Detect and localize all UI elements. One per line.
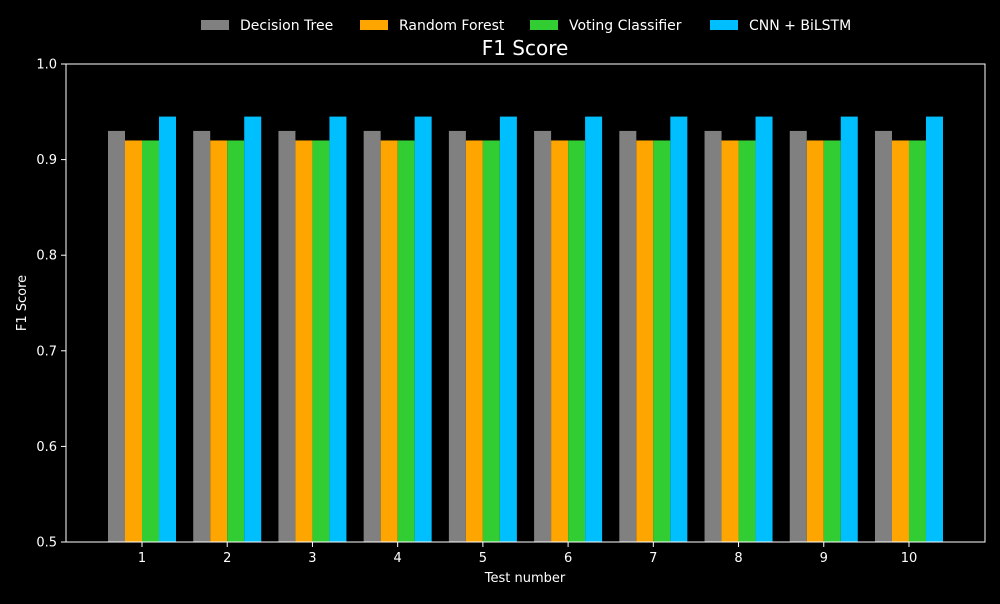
legend-swatch (201, 20, 229, 30)
bar-voting-classifier-test-5 (482, 140, 500, 543)
legend-item-random-forest: Random Forest (360, 18, 505, 34)
y-axis-label: F1 Score (15, 275, 30, 331)
legend-item-voting-classifier: Voting Classifier (530, 18, 682, 34)
y-tick-label: 0.7 (36, 344, 57, 359)
legend-item-cnn-bilstm: CNN + BiLSTM (710, 18, 851, 34)
x-tick-label: 1 (138, 551, 146, 566)
y-tick-label: 1.0 (36, 58, 57, 73)
x-axis-label: Test number (484, 571, 566, 586)
bar-random-forest-test-1 (125, 140, 142, 543)
legend-swatch (360, 20, 388, 30)
y-tick-label: 0.5 (36, 536, 57, 551)
x-tick-label: 8 (734, 551, 742, 566)
bar-random-forest-test-6 (551, 140, 569, 543)
x-tick-label: 9 (820, 551, 828, 566)
bar-random-forest-test-9 (806, 140, 824, 543)
bar-voting-classifier-test-7 (653, 140, 671, 543)
bar-voting-classifier-test-8 (738, 140, 756, 543)
bar-decision-tree-test-1 (108, 130, 125, 543)
bar-voting-classifier-test-9 (823, 140, 841, 543)
bar-voting-classifier-test-6 (568, 140, 586, 543)
bar-decision-tree-test-3 (278, 130, 296, 543)
bar-voting-classifier-test-4 (397, 140, 415, 543)
bar-decision-tree-test-4 (363, 130, 381, 543)
bar-decision-tree-test-9 (789, 130, 807, 543)
legend-swatch (710, 20, 738, 30)
legend-swatch (530, 20, 558, 30)
bar-random-forest-test-3 (295, 140, 313, 543)
bar-cnn-bilstm-test-9 (840, 116, 858, 542)
bar-cnn-bilstm-test-5 (499, 116, 517, 542)
x-tick-label: 10 (901, 551, 918, 566)
bar-random-forest-test-2 (210, 140, 228, 543)
legend-label: Random Forest (399, 18, 505, 34)
bar-random-forest-test-7 (636, 140, 654, 543)
legend-label: Decision Tree (240, 18, 333, 34)
bar-voting-classifier-test-2 (227, 140, 245, 543)
y-tick-label: 0.6 (36, 440, 57, 455)
bar-cnn-bilstm-test-4 (414, 116, 432, 542)
bar-cnn-bilstm-test-8 (755, 116, 773, 542)
x-tick-label: 3 (308, 551, 316, 566)
x-tick-label: 2 (223, 551, 231, 566)
bar-voting-classifier-test-1 (142, 140, 159, 543)
bar-decision-tree-test-8 (704, 130, 722, 543)
x-tick-label: 7 (649, 551, 657, 566)
bars (108, 116, 943, 543)
bar-cnn-bilstm-test-2 (244, 116, 262, 542)
legend-item-decision-tree: Decision Tree (201, 18, 333, 34)
bar-cnn-bilstm-test-10 (925, 116, 943, 542)
bar-cnn-bilstm-test-1 (159, 116, 176, 542)
x-axis: 1 2 3 4 5 6 7 8 9 10 (138, 542, 917, 566)
y-axis: 0.5 0.6 0.7 0.8 0.9 1.0 (36, 58, 66, 551)
bar-voting-classifier-test-10 (908, 140, 926, 543)
x-tick-label: 5 (479, 551, 487, 566)
bar-voting-classifier-test-3 (312, 140, 330, 543)
bar-cnn-bilstm-test-3 (329, 116, 347, 542)
bar-decision-tree-test-7 (619, 130, 637, 543)
y-tick-label: 0.8 (36, 249, 57, 264)
y-tick-label: 0.9 (36, 153, 57, 168)
legend: Decision Tree Random Forest Voting Classif… (201, 18, 851, 34)
legend-label: Voting Classifier (569, 18, 682, 34)
bar-random-forest-test-4 (380, 140, 398, 543)
bar-decision-tree-test-6 (534, 130, 552, 543)
bar-decision-tree-test-10 (874, 130, 892, 543)
bar-random-forest-test-8 (721, 140, 739, 543)
bar-random-forest-test-10 (891, 140, 909, 543)
bar-cnn-bilstm-test-6 (585, 116, 603, 542)
x-tick-label: 4 (394, 551, 402, 566)
bar-cnn-bilstm-test-7 (670, 116, 688, 542)
x-tick-label: 6 (564, 551, 572, 566)
chart-title: F1 Score (482, 36, 569, 60)
plot-frame (65, 63, 986, 543)
bar-random-forest-test-5 (465, 140, 483, 543)
bar-decision-tree-test-2 (193, 130, 211, 543)
bar-decision-tree-test-5 (448, 130, 466, 543)
legend-label: CNN + BiLSTM (749, 18, 851, 34)
